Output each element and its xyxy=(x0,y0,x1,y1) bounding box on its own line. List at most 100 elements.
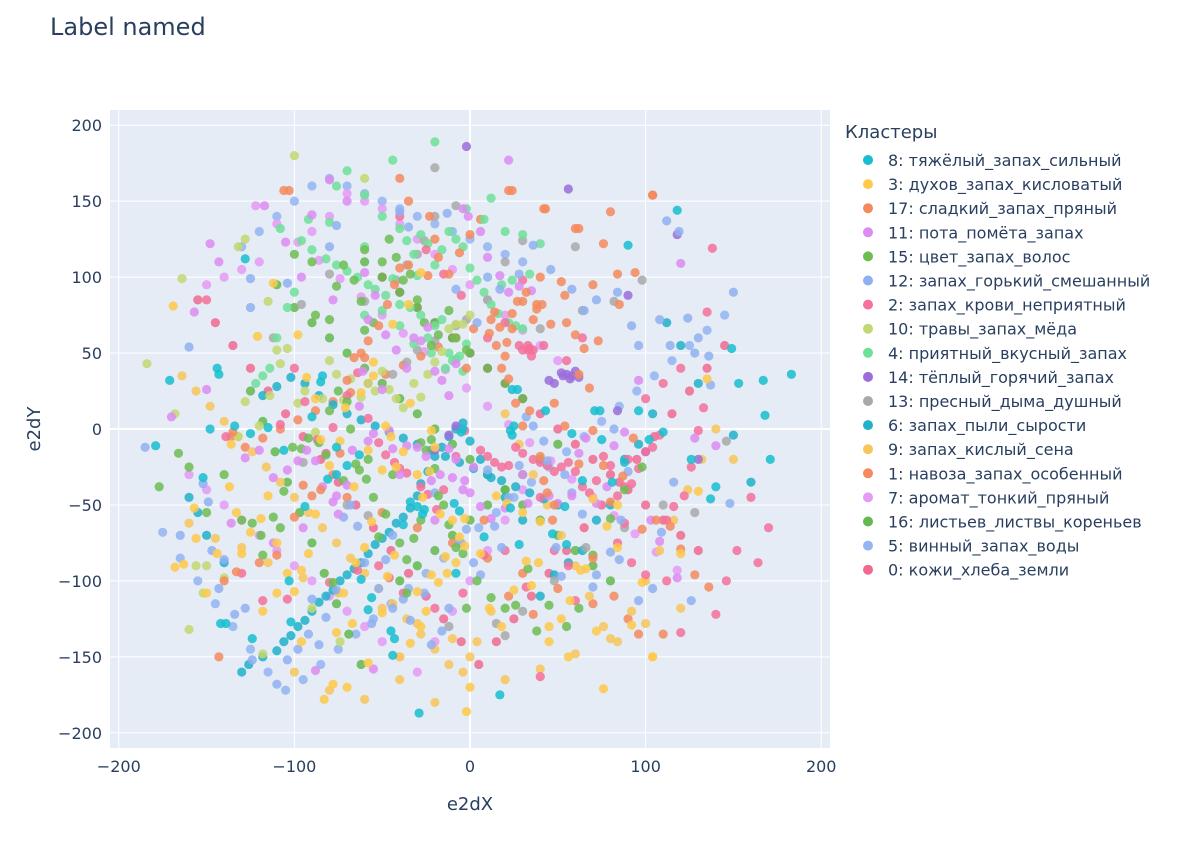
scatter-point[interactable] xyxy=(282,477,292,487)
scatter-point[interactable] xyxy=(349,275,359,285)
scatter-point[interactable] xyxy=(525,269,535,279)
scatter-point[interactable] xyxy=(430,137,440,147)
scatter-point[interactable] xyxy=(212,548,222,559)
scatter-point[interactable] xyxy=(504,460,514,471)
scatter-point[interactable] xyxy=(288,442,298,452)
legend-item[interactable]: 5: винный_запах_воды xyxy=(863,537,1079,557)
scatter-point[interactable] xyxy=(672,205,682,215)
scatter-point[interactable] xyxy=(693,425,703,436)
scatter-point[interactable] xyxy=(191,533,201,543)
scatter-point[interactable] xyxy=(528,454,538,464)
scatter-point[interactable] xyxy=(333,386,343,396)
scatter-point[interactable] xyxy=(430,219,440,229)
scatter-point[interactable] xyxy=(656,527,667,537)
scatter-point[interactable] xyxy=(307,181,317,191)
scatter-point[interactable] xyxy=(402,363,412,373)
scatter-point[interactable] xyxy=(412,501,422,512)
scatter-point[interactable] xyxy=(619,427,630,437)
legend-item[interactable]: 8: тяжёлый_запах_сильный xyxy=(863,151,1122,171)
scatter-point[interactable] xyxy=(447,530,458,540)
scatter-point[interactable] xyxy=(184,492,194,502)
scatter-point[interactable] xyxy=(230,609,240,619)
scatter-point[interactable] xyxy=(570,466,580,477)
scatter-point[interactable] xyxy=(598,621,609,632)
scatter-point[interactable] xyxy=(535,672,545,682)
scatter-point[interactable] xyxy=(377,204,387,214)
scatter-point[interactable] xyxy=(275,477,285,487)
scatter-point[interactable] xyxy=(535,591,545,601)
scatter-point[interactable] xyxy=(528,345,538,355)
scatter-point[interactable] xyxy=(547,529,558,539)
scatter-point[interactable] xyxy=(454,506,465,516)
scatter-point[interactable] xyxy=(240,234,250,244)
scatter-point[interactable] xyxy=(409,378,419,389)
scatter-point[interactable] xyxy=(544,600,554,610)
scatter-point[interactable] xyxy=(507,275,517,285)
scatter-point[interactable] xyxy=(444,226,454,237)
scatter-point[interactable] xyxy=(303,629,314,639)
scatter-point[interactable] xyxy=(342,348,352,358)
scatter-point[interactable] xyxy=(727,343,737,354)
scatter-point[interactable] xyxy=(344,629,354,639)
scatter-point[interactable] xyxy=(665,521,675,531)
scatter-point[interactable] xyxy=(272,588,282,598)
scatter-point[interactable] xyxy=(674,226,684,237)
scatter-point[interactable] xyxy=(440,451,451,461)
scatter-point[interactable] xyxy=(684,340,695,351)
scatter-point[interactable] xyxy=(746,477,756,487)
scatter-point[interactable] xyxy=(324,315,335,325)
scatter-point[interactable] xyxy=(300,386,310,396)
scatter-point[interactable] xyxy=(475,501,486,512)
scatter-point[interactable] xyxy=(560,421,570,431)
scatter-point[interactable] xyxy=(444,348,454,358)
scatter-point[interactable] xyxy=(676,603,686,613)
scatter-point[interactable] xyxy=(335,637,345,647)
legend-item[interactable]: 14: тёплый_горячий_запах xyxy=(863,368,1114,388)
scatter-point[interactable] xyxy=(354,450,364,460)
scatter-point[interactable] xyxy=(439,485,449,495)
scatter-point[interactable] xyxy=(226,518,236,528)
scatter-point[interactable] xyxy=(468,558,479,568)
scatter-point[interactable] xyxy=(331,220,342,231)
scatter-point[interactable] xyxy=(388,319,398,329)
scatter-point[interactable] xyxy=(368,492,379,502)
scatter-point[interactable] xyxy=(402,588,412,598)
scatter-point[interactable] xyxy=(500,226,510,237)
scatter-point[interactable] xyxy=(540,204,551,214)
scatter-point[interactable] xyxy=(567,284,577,294)
scatter-point[interactable] xyxy=(693,545,703,556)
scatter-point[interactable] xyxy=(612,491,623,501)
scatter-point[interactable] xyxy=(259,201,270,211)
scatter-point[interactable] xyxy=(495,270,505,281)
scatter-point[interactable] xyxy=(458,667,468,677)
scatter-point[interactable] xyxy=(765,454,775,464)
scatter-point[interactable] xyxy=(184,469,194,480)
scatter-point[interactable] xyxy=(437,346,447,357)
scatter-point[interactable] xyxy=(179,559,189,569)
scatter-point[interactable] xyxy=(542,456,552,466)
scatter-point[interactable] xyxy=(626,321,637,331)
scatter-point[interactable] xyxy=(289,667,299,677)
scatter-point[interactable] xyxy=(272,381,282,392)
scatter-point[interactable] xyxy=(377,211,387,221)
scatter-point[interactable] xyxy=(370,290,380,300)
scatter-point[interactable] xyxy=(175,530,185,540)
scatter-point[interactable] xyxy=(381,290,391,300)
scatter-point[interactable] xyxy=(214,369,224,379)
scatter-point[interactable] xyxy=(430,234,440,244)
scatter-point[interactable] xyxy=(609,441,619,451)
scatter-point[interactable] xyxy=(721,436,731,446)
scatter-point[interactable] xyxy=(353,565,363,575)
scatter-point[interactable] xyxy=(247,655,257,665)
scatter-point[interactable] xyxy=(319,694,329,704)
scatter-point[interactable] xyxy=(651,515,661,525)
scatter-point[interactable] xyxy=(281,685,291,695)
scatter-point[interactable] xyxy=(540,406,551,416)
scatter-point[interactable] xyxy=(535,451,545,461)
scatter-point[interactable] xyxy=(261,462,271,472)
scatter-point[interactable] xyxy=(605,460,616,471)
scatter-point[interactable] xyxy=(702,307,712,317)
scatter-point[interactable] xyxy=(286,630,296,641)
scatter-point[interactable] xyxy=(395,207,405,217)
scatter-point[interactable] xyxy=(307,594,317,604)
